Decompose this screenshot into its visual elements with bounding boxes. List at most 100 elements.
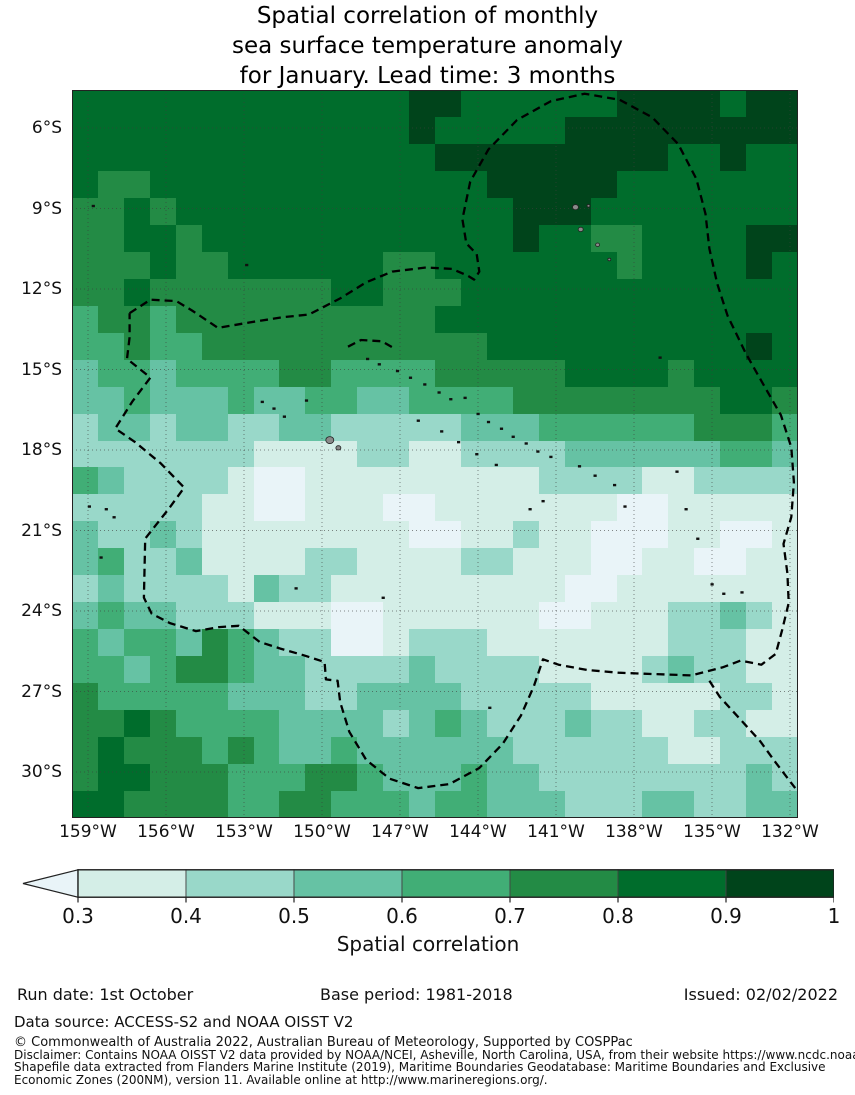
grid-cell bbox=[123, 170, 150, 198]
island-mark bbox=[416, 419, 420, 422]
grid-cell bbox=[564, 305, 591, 333]
grid-cell bbox=[305, 521, 332, 549]
grid-cell bbox=[253, 116, 280, 144]
grid-cell bbox=[616, 305, 643, 333]
grid-cell bbox=[253, 575, 280, 603]
grid-cell bbox=[175, 332, 202, 360]
island-mark bbox=[710, 583, 714, 586]
grid-cell bbox=[512, 386, 539, 414]
colorbar-tick-label: 0.3 bbox=[62, 904, 94, 928]
grid-cell bbox=[253, 197, 280, 225]
grid-cell bbox=[486, 494, 513, 522]
grid-cell bbox=[538, 494, 565, 522]
grid-cell bbox=[331, 170, 358, 198]
grid-cell bbox=[227, 197, 254, 225]
grid-cell bbox=[772, 305, 798, 333]
grid-cell bbox=[201, 251, 228, 279]
lon-tick-label: 138°W bbox=[605, 822, 663, 842]
grid-cell bbox=[486, 764, 513, 792]
grid-cell bbox=[175, 440, 202, 468]
grid-cell bbox=[642, 656, 669, 684]
grid-cell bbox=[97, 467, 124, 495]
grid-cell bbox=[772, 521, 798, 549]
grid-cell bbox=[383, 791, 410, 818]
grid-cell bbox=[746, 305, 773, 333]
island-gray-mark bbox=[325, 436, 335, 444]
grid-cell bbox=[331, 683, 358, 711]
grid-cell bbox=[538, 467, 565, 495]
grid-cell bbox=[227, 116, 254, 144]
lon-tick-label: 144°W bbox=[449, 822, 507, 842]
eez-boundary-fragment bbox=[347, 338, 397, 351]
grid-cell bbox=[357, 305, 384, 333]
grid-cell bbox=[460, 521, 487, 549]
grid-cell bbox=[720, 521, 747, 549]
grid-cell bbox=[590, 602, 617, 630]
grid-cell bbox=[772, 602, 798, 630]
grid-cell bbox=[746, 575, 773, 603]
grid-cell bbox=[435, 629, 461, 657]
grid-cell bbox=[123, 413, 150, 441]
grid-cell bbox=[201, 683, 228, 711]
grid-cell bbox=[616, 90, 643, 117]
island-mark bbox=[437, 391, 441, 394]
grid-cell bbox=[175, 602, 202, 630]
grid-cell bbox=[460, 359, 487, 387]
grid-cell bbox=[486, 305, 513, 333]
grid-cell bbox=[538, 521, 565, 549]
grid-cell bbox=[642, 224, 669, 252]
grid-cell bbox=[616, 737, 643, 765]
grid-cell bbox=[486, 224, 513, 252]
grid-cell bbox=[201, 764, 228, 792]
island-mark bbox=[536, 450, 540, 453]
grid-cell bbox=[694, 575, 721, 603]
grid-cell bbox=[97, 413, 124, 441]
grid-cell bbox=[486, 197, 513, 225]
grid-cell bbox=[175, 629, 202, 657]
grid-cell bbox=[279, 791, 306, 818]
grid-cell bbox=[305, 224, 332, 252]
island-mark bbox=[494, 463, 498, 467]
grid-cell bbox=[201, 737, 228, 765]
grid-cell bbox=[305, 197, 332, 225]
grid-cell bbox=[357, 494, 384, 522]
grid-cell bbox=[538, 224, 565, 252]
shapefile-credit-text: Shapefile data extracted from Flanders M… bbox=[14, 1060, 826, 1074]
grid-cell bbox=[227, 602, 254, 630]
colorbar-tick-label: 0.8 bbox=[602, 904, 634, 928]
grid-cell bbox=[331, 251, 358, 279]
grid-cell bbox=[305, 386, 332, 414]
grid-cell bbox=[357, 170, 384, 198]
grid-cell bbox=[97, 359, 124, 387]
grid-cell bbox=[590, 494, 617, 522]
grid-cell bbox=[383, 737, 410, 765]
grid-cell bbox=[460, 440, 487, 468]
grid-cell bbox=[746, 359, 773, 387]
island-mark bbox=[696, 537, 700, 540]
grid-cell bbox=[538, 251, 565, 279]
grid-cell bbox=[616, 575, 643, 603]
grid-cell bbox=[538, 440, 565, 468]
grid-cell bbox=[720, 116, 747, 144]
grid-cell bbox=[720, 737, 747, 765]
island-mark bbox=[260, 400, 264, 404]
grid-cell bbox=[642, 791, 669, 818]
grid-cell bbox=[227, 575, 254, 603]
grid-cell bbox=[279, 494, 306, 522]
grid-cell bbox=[227, 737, 254, 765]
grid-cell bbox=[305, 629, 332, 657]
title-line-2: sea surface temperature anomaly bbox=[232, 33, 623, 59]
grid-cell bbox=[460, 683, 487, 711]
grid-cell bbox=[746, 791, 773, 818]
grid-cell bbox=[357, 143, 384, 171]
grid-cell bbox=[486, 710, 513, 738]
grid-cell bbox=[512, 197, 539, 225]
grid-cell bbox=[590, 143, 617, 171]
grid-cell bbox=[694, 332, 721, 360]
grid-cell bbox=[772, 332, 798, 360]
grid-cell bbox=[201, 575, 228, 603]
grid-cell bbox=[668, 494, 695, 522]
grid-cell bbox=[564, 359, 591, 387]
grid-cell bbox=[149, 575, 176, 603]
grid-cell bbox=[409, 305, 435, 333]
